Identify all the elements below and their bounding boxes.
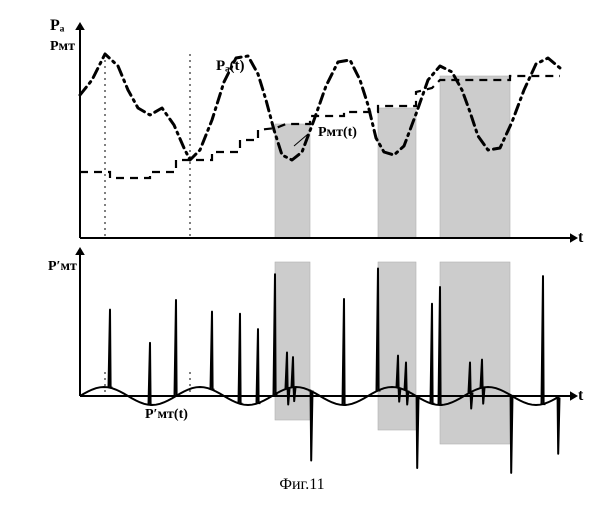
- pprime-label: P′мт(t): [145, 407, 188, 422]
- y-axis-label: Pₐ: [50, 17, 65, 34]
- axis-arrow: [75, 247, 85, 255]
- axis-arrow: [570, 391, 578, 401]
- axis-arrow: [75, 22, 85, 30]
- x-axis-label-lower: t: [578, 387, 584, 404]
- pmt-label: Pмт(t): [318, 125, 357, 140]
- y-axis-label-lower: P′мт: [48, 259, 77, 274]
- pprime-spike: [211, 312, 215, 390]
- figure-root: Pₐ Pмт t Pₐ(t) Pмт(t) P′мт t P′мт(t) Фиг.11: [0, 0, 604, 500]
- shaded-region: [440, 76, 510, 238]
- shaded-region: [440, 262, 510, 444]
- pprime-spike: [239, 314, 243, 404]
- pprime-spike: [109, 310, 113, 388]
- shaded-region: [378, 262, 416, 430]
- pprime-spike: [343, 299, 347, 405]
- pprime-spike: [257, 329, 261, 403]
- x-axis-label: t: [578, 229, 584, 246]
- axis-arrow: [570, 233, 578, 243]
- figure-svg: Pₐ Pмт t Pₐ(t) Pмт(t) P′мт t P′мт(t): [0, 0, 604, 500]
- pprime-spike: [431, 304, 435, 404]
- pa-label: Pₐ(t): [216, 58, 245, 74]
- y-axis-label: Pмт: [50, 39, 75, 54]
- pprime-spike: [556, 398, 560, 454]
- pprime-spike: [175, 300, 179, 396]
- figure-caption: Фиг.11: [0, 476, 604, 494]
- pprime-spike: [542, 276, 546, 404]
